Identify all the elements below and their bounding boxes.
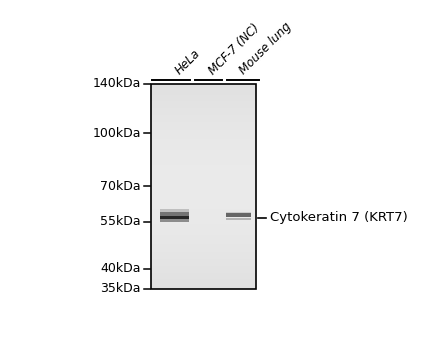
Text: MCF-7 (NC): MCF-7 (NC) xyxy=(207,21,262,77)
FancyBboxPatch shape xyxy=(160,219,189,222)
Text: HeLa: HeLa xyxy=(173,47,203,77)
Text: 140kDa: 140kDa xyxy=(92,77,141,90)
Bar xyxy=(151,84,255,289)
FancyBboxPatch shape xyxy=(160,216,189,220)
Text: 35kDa: 35kDa xyxy=(101,282,141,295)
FancyBboxPatch shape xyxy=(226,212,251,215)
FancyBboxPatch shape xyxy=(160,209,189,214)
Text: 70kDa: 70kDa xyxy=(100,180,141,193)
FancyBboxPatch shape xyxy=(226,218,251,220)
Text: 40kDa: 40kDa xyxy=(101,262,141,275)
Text: Mouse lung: Mouse lung xyxy=(237,20,294,77)
Text: 100kDa: 100kDa xyxy=(92,127,141,140)
FancyBboxPatch shape xyxy=(160,212,189,216)
Text: Cytokeratin 7 (KRT7): Cytokeratin 7 (KRT7) xyxy=(270,211,408,224)
FancyBboxPatch shape xyxy=(226,213,251,217)
Text: 55kDa: 55kDa xyxy=(100,215,141,228)
